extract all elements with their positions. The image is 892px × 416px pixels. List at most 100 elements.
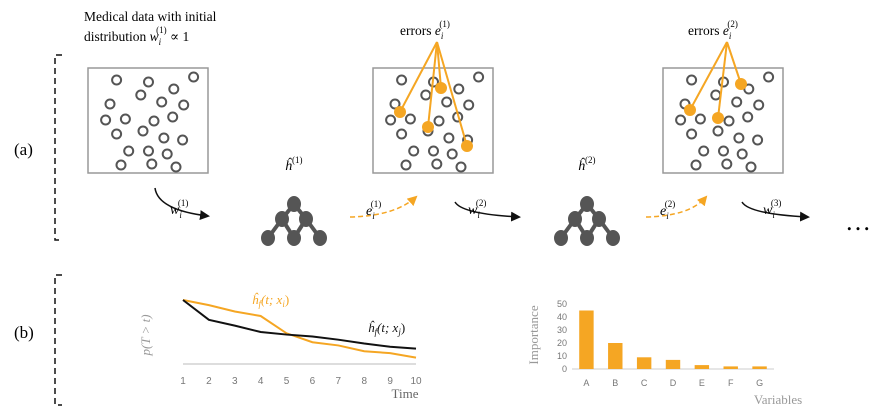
model-label-2: ĥ(2) [578,155,596,174]
line-chart-tick-label: 6 [310,376,316,387]
bar-chart-category-label: G [756,378,763,388]
data-point [111,74,123,86]
line-chart-ylabel: p(T > t) [138,314,153,356]
data-point [156,96,168,108]
importance-bar [608,343,623,369]
line-chart-tick-label: 2 [206,376,212,387]
data-point [690,159,702,171]
error-lines [394,41,747,152]
data-point [420,89,432,101]
bar-chart-category-label: C [641,378,648,388]
data-point [753,99,765,111]
line-chart-tick-label: 7 [336,376,342,387]
importance-bar [636,357,652,369]
bracket-b [54,274,62,406]
data-point [446,148,458,160]
data-points [100,71,775,173]
error-point [422,121,434,133]
bar-chart-ylabel: Importance [526,305,541,364]
importance-bar-chart: Importance Variables 0 10 20 30 40 50 A B C D E F G [526,299,802,407]
line-chart-tick-label: 3 [232,376,238,387]
bar-chart-category-label: D [670,378,677,388]
data-point [723,115,735,127]
arrow-w1-label: wi(1) [170,198,188,220]
series-label-xj: ĥf(t; xj) [368,320,405,337]
data-point [441,96,453,108]
data-point [431,158,443,170]
error-point [712,112,724,124]
bar-chart-y-tick-label: 30 [557,325,567,335]
data-point [137,125,149,137]
data-point [455,161,467,173]
line-chart-xlabel: Time [392,386,419,401]
error-point [735,78,747,90]
data-point [763,71,775,83]
arrow-w1: wi(1) [154,187,210,221]
bar-chart-category-label: F [728,378,734,388]
data-point [731,96,743,108]
arrow-w3: wi(3) [741,198,810,222]
data-point [718,145,729,157]
error-line [427,41,438,128]
data-point [453,83,465,95]
bar-chart-y-tick-label: 40 [557,312,567,322]
line-chart-tick-label: 4 [258,376,264,387]
bar-chart-xlabel: Variables [754,392,802,407]
panel-label-b: (b) [14,323,34,342]
data-point [721,158,733,170]
arrow-w3-label: wi(3) [763,198,781,220]
data-point [752,134,764,146]
importance-bar [665,359,681,369]
tree-model-icon [261,196,327,246]
bar-chart-y-tick-label: 10 [557,351,567,361]
data-point [177,134,189,146]
importance-bar [752,366,767,369]
data-point [135,89,147,101]
data-point [742,111,754,123]
bar-chart-y-tick-label: 50 [557,299,567,309]
series-line [182,299,417,359]
importance-bar [723,366,738,369]
data-point [443,132,455,144]
data-point [100,114,112,126]
arrow-e2-label: ei(2) [660,199,675,221]
data-point [675,114,687,126]
error-line [689,41,728,111]
line-chart-tick-label: 1 [180,376,186,387]
medical-caption-line2: distribution wi(1) ∝ 1 [84,25,189,47]
data-point [710,89,722,101]
trees [261,196,620,246]
error-line [436,41,442,89]
bar-chart-y-tick-label: 0 [562,364,567,374]
data-point [146,158,158,170]
model-label-1: ĥ(1) [285,155,303,174]
data-point [463,99,475,111]
line-chart-tick-label: 8 [361,376,367,387]
arrow-e1-label: ei(1) [366,199,381,221]
error-line [726,41,742,85]
arrow-e1: ei(1) [349,195,418,221]
data-point [148,115,160,127]
data-point [736,148,748,160]
series-label-xi: ĥf(t; xi) [252,292,289,309]
series-line [182,299,417,350]
data-point [168,83,180,95]
survival-line-chart: p(T > t) Time 1 2 3 4 5 6 7 8 9 10 ĥf(t; xi) ĥf(t… [138,292,422,401]
bar-chart-y-tick-label: 20 [557,338,567,348]
data-point [686,128,698,140]
data-point [694,113,706,125]
ellipsis: … [845,207,871,236]
data-point [433,115,445,127]
data-point [188,71,200,83]
line-chart-tick-label: 10 [410,376,422,387]
error-point [684,104,696,116]
line-chart-tick-label: 9 [387,376,393,387]
importance-bar [694,365,710,369]
errors-label-1: errors ei(1) [400,19,450,41]
data-point [396,74,408,86]
data-point [428,145,439,157]
panel-label-a: (a) [14,140,33,159]
data-point [404,113,416,125]
data-point [473,71,485,83]
data-point [712,125,724,137]
